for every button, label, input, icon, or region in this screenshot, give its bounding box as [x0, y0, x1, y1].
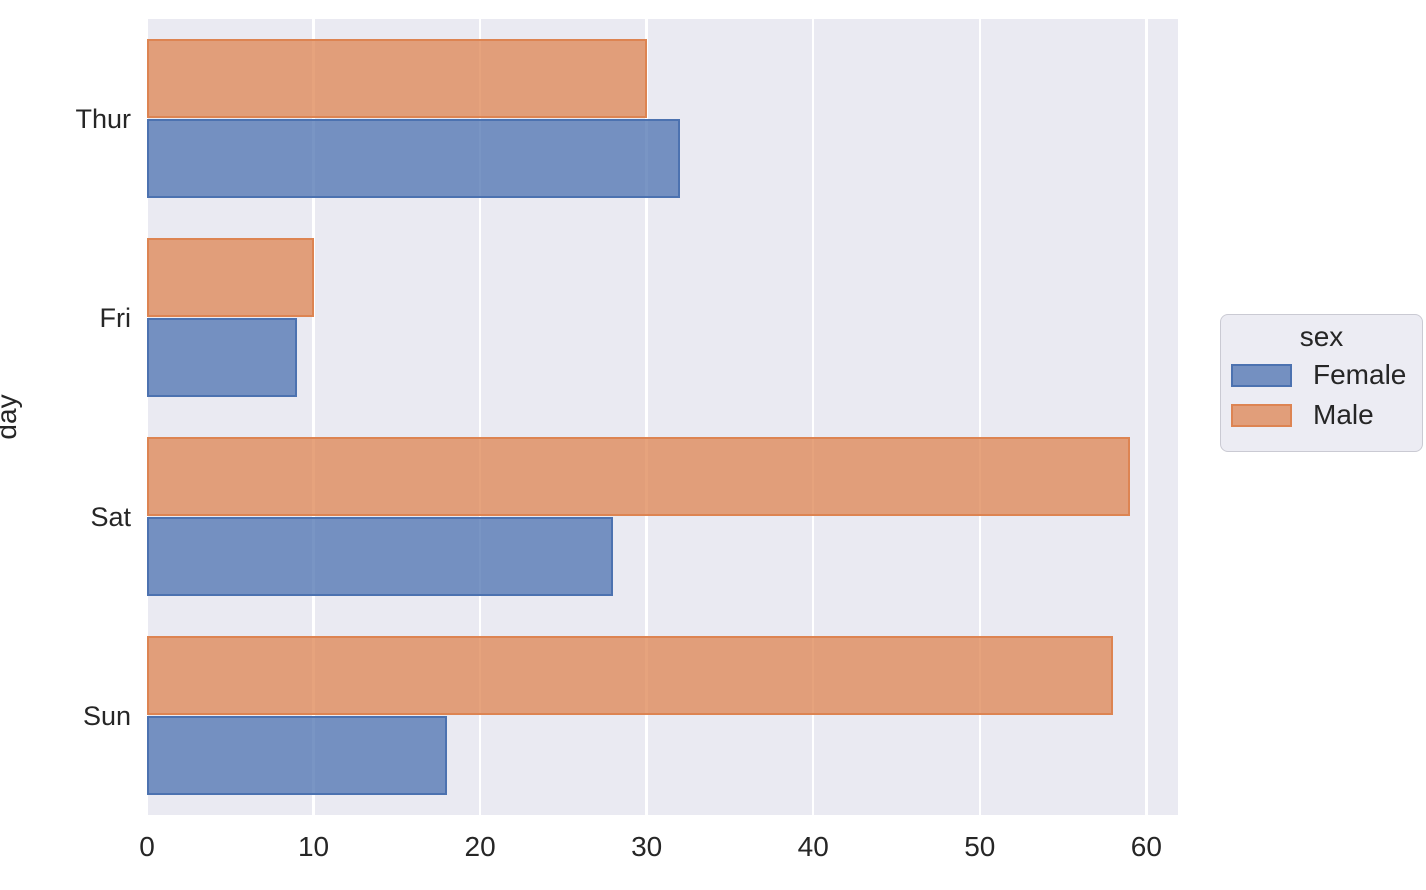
bar-sun-female	[147, 715, 447, 796]
gridline-x-20	[478, 19, 482, 815]
xtick-label-50: 50	[964, 831, 996, 862]
gridline-x-30	[645, 19, 648, 815]
female-swatch-icon	[1231, 363, 1292, 387]
xtick-label-60: 60	[1130, 831, 1162, 862]
legend-label-female: Female	[1313, 359, 1407, 390]
bar-thur-female	[147, 118, 680, 199]
bar-sat-female	[147, 516, 614, 597]
legend-entry-male: Male	[1231, 395, 1412, 435]
plot-area	[145, 19, 1178, 815]
gridline-x-60	[1145, 19, 1148, 815]
bar-fri-female	[147, 317, 297, 398]
gridline-x-40	[811, 19, 815, 815]
ytick-label-sun: Sun	[82, 700, 131, 731]
bar-thur-male	[147, 38, 647, 119]
xtick-label-20: 20	[464, 831, 496, 862]
legend: sex Female Male	[1220, 314, 1423, 452]
gridline-x-0	[145, 19, 149, 815]
gridline-x-10	[312, 19, 315, 815]
xtick-label-30: 30	[631, 831, 663, 862]
y-axis-label-text: day	[0, 394, 22, 440]
legend-label-male: Male	[1313, 399, 1374, 430]
legend-title: sex	[1299, 321, 1344, 352]
ytick-label-thur: Thur	[75, 103, 131, 134]
xtick-label-40: 40	[797, 831, 829, 862]
legend-entry-female: Female	[1231, 355, 1412, 395]
bar-sun-male	[147, 635, 1114, 716]
male-swatch-icon	[1231, 403, 1292, 427]
ytick-label-sat: Sat	[90, 501, 131, 532]
gridline-x-50	[978, 19, 982, 815]
xtick-label-10: 10	[297, 831, 330, 862]
bar-sat-male	[147, 436, 1130, 517]
bar-fri-male	[147, 237, 314, 318]
ytick-label-fri: Fri	[99, 302, 131, 333]
xtick-label-0: 0	[139, 831, 155, 862]
